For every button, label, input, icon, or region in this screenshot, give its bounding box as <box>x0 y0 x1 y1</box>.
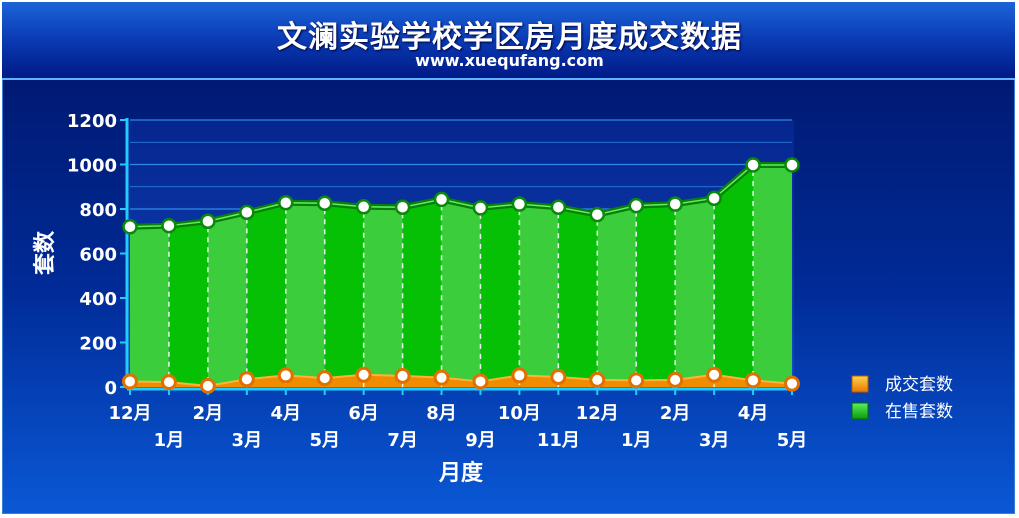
area-segment <box>441 199 481 387</box>
data-point-deals <box>511 367 528 384</box>
area-segment <box>168 221 208 387</box>
y-tick-label: 1200 <box>67 111 117 132</box>
area-segment <box>480 204 520 387</box>
chart-header <box>2 2 1015 80</box>
area-segment <box>675 198 715 387</box>
y-tick-label: 600 <box>79 245 117 266</box>
chart-title: 文澜实验学校学区房月度成交数据 <box>277 20 742 55</box>
data-point-in-sale <box>784 157 800 173</box>
data-point-in-sale <box>706 190 722 207</box>
data-point-deals <box>355 366 372 383</box>
area-segment <box>324 203 364 387</box>
data-point-deals <box>550 368 567 385</box>
data-point-deals <box>122 373 138 390</box>
data-point-deals <box>394 367 411 384</box>
x-tick-label: 2月 <box>660 403 691 424</box>
data-point-in-sale <box>511 196 528 212</box>
legend-swatch <box>851 375 869 393</box>
series-deals-points <box>122 366 800 394</box>
y-tick-label: 1000 <box>67 156 117 177</box>
data-point-in-sale <box>278 195 294 211</box>
x-tick-label: 4月 <box>738 403 769 424</box>
data-point-in-sale <box>239 204 255 221</box>
data-point-in-sale <box>394 199 411 215</box>
area-segment <box>558 207 598 387</box>
data-point-in-sale <box>745 157 761 173</box>
x-tick-label: 7月 <box>387 430 418 451</box>
y-axis-title: 套数 <box>32 230 58 275</box>
x-tick-label: 12月 <box>576 403 619 424</box>
x-tick-label: 12月 <box>108 403 151 424</box>
area-segment <box>714 164 754 387</box>
y-tick-label: 400 <box>79 289 117 310</box>
x-tick-label: 6月 <box>348 403 379 424</box>
area-segment <box>753 164 792 387</box>
category-dividers <box>168 170 754 387</box>
data-point-deals <box>706 366 723 383</box>
area-segment <box>402 199 442 387</box>
data-point-in-sale <box>355 199 372 215</box>
series-in-sale-area <box>130 164 792 387</box>
x-tick-label: 3月 <box>699 430 730 451</box>
area-segment <box>519 204 559 387</box>
x-tick-label: 3月 <box>232 430 263 451</box>
data-point-deals <box>277 367 294 384</box>
data-point-in-sale <box>433 191 450 208</box>
x-tick-label: 5月 <box>777 430 808 451</box>
x-tick-label: 1月 <box>621 430 652 451</box>
y-tick-labels: 0 200 400 600 800 1000 1200 <box>67 111 127 399</box>
data-point-in-sale <box>316 195 333 211</box>
legend-swatch <box>851 402 869 420</box>
x-tick-label: 2月 <box>193 403 224 424</box>
x-axis-title: 月度 <box>438 460 484 486</box>
y-tick-label: 800 <box>79 200 117 221</box>
y-tick-label: 0 <box>104 378 117 399</box>
area-segment <box>207 212 247 387</box>
area-segment <box>597 205 637 387</box>
legend-label: 在售套数 <box>885 402 953 422</box>
x-tick-label: 4月 <box>270 403 301 424</box>
data-point-deals <box>238 371 255 388</box>
data-point-in-sale <box>589 206 606 223</box>
area-segment <box>285 202 325 387</box>
data-point-in-sale <box>667 196 683 212</box>
data-point-deals <box>745 372 762 389</box>
area-segment <box>130 225 169 387</box>
data-point-in-sale <box>200 213 216 229</box>
y-tick-label: 200 <box>79 334 117 355</box>
x-tick-label: 8月 <box>426 403 457 424</box>
data-point-deals <box>628 372 645 389</box>
data-point-deals <box>667 371 684 388</box>
data-point-deals <box>472 373 489 390</box>
data-point-deals <box>316 370 333 387</box>
data-point-deals <box>160 374 177 391</box>
x-tick-label: 10月 <box>498 403 541 424</box>
data-point-in-sale <box>122 219 138 235</box>
area-segment <box>636 204 676 387</box>
data-point-in-sale <box>628 197 644 214</box>
data-point-in-sale <box>472 200 489 216</box>
series-in-sale-points <box>122 157 800 235</box>
chart-subtitle: www.xuequfang.com <box>415 51 604 70</box>
area-segment <box>246 202 286 387</box>
data-point-in-sale <box>550 199 567 215</box>
x-tick-label: 1月 <box>154 430 185 451</box>
data-point-deals <box>784 375 800 392</box>
data-point-in-sale <box>161 217 177 234</box>
x-tick-label: 11月 <box>537 430 580 451</box>
area-band <box>130 374 792 387</box>
data-point-deals <box>589 371 606 388</box>
data-point-deals <box>433 369 450 386</box>
x-tick-label: 9月 <box>465 430 496 451</box>
data-point-deals <box>199 377 216 394</box>
area-segment <box>363 206 403 387</box>
legend-label: 成交套数 <box>885 375 953 395</box>
x-tick-label: 5月 <box>309 430 340 451</box>
